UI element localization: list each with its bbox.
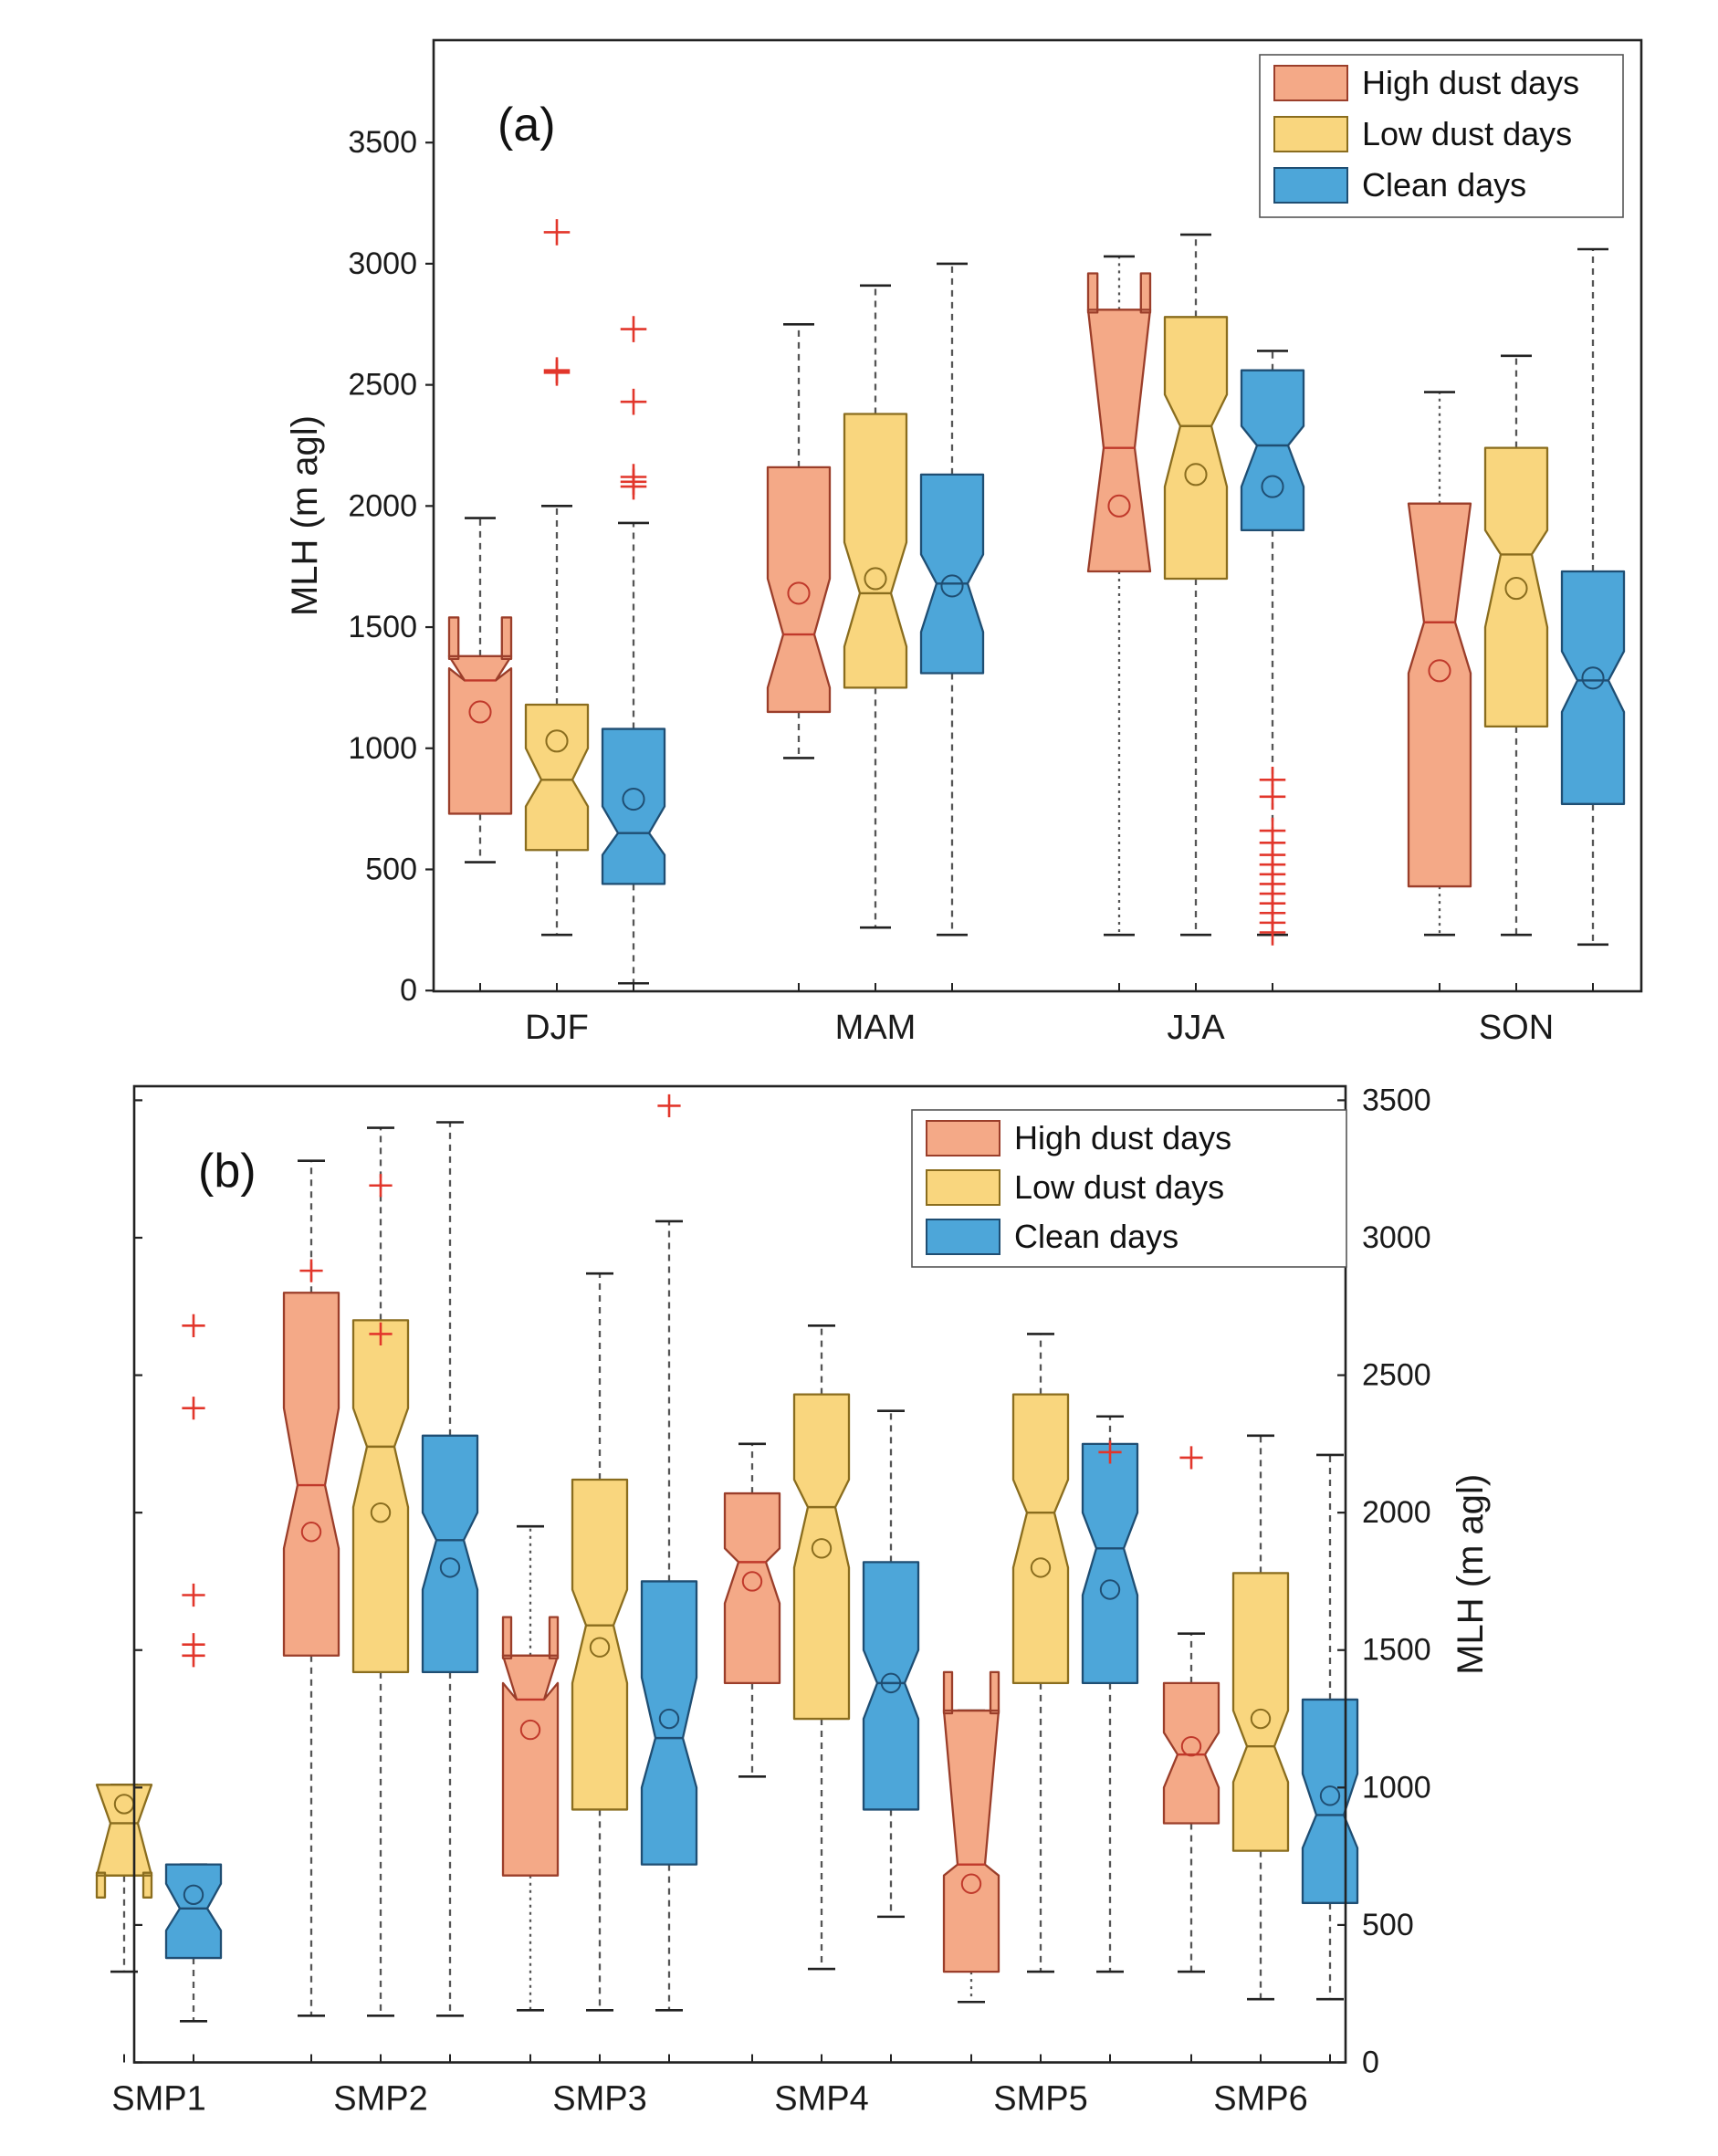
svg-text:SMP2: SMP2 — [333, 2080, 427, 2119]
svg-text:SMP5: SMP5 — [993, 2080, 1087, 2119]
svg-text:Low dust days: Low dust days — [1014, 1168, 1224, 1206]
svg-text:(b): (b) — [198, 1145, 257, 1198]
svg-text:3500: 3500 — [348, 125, 417, 160]
svg-text:(a): (a) — [498, 99, 556, 152]
svg-text:SON: SON — [1479, 1009, 1554, 1047]
svg-text:1000: 1000 — [1362, 1770, 1431, 1805]
svg-text:MLH (m agl): MLH (m agl) — [285, 415, 325, 616]
svg-text:SMP3: SMP3 — [552, 2080, 646, 2119]
svg-text:High dust days: High dust days — [1014, 1119, 1231, 1156]
svg-text:MLH (m agl): MLH (m agl) — [1451, 1474, 1491, 1675]
svg-text:500: 500 — [365, 852, 417, 886]
svg-text:2000: 2000 — [348, 488, 417, 523]
svg-text:SMP1: SMP1 — [111, 2080, 205, 2119]
svg-text:500: 500 — [1362, 1908, 1414, 1942]
svg-text:DJF: DJF — [525, 1009, 589, 1047]
svg-text:0: 0 — [400, 973, 417, 1008]
svg-text:2500: 2500 — [1362, 1358, 1431, 1393]
svg-text:Clean days: Clean days — [1014, 1218, 1179, 1255]
svg-text:1500: 1500 — [348, 610, 417, 644]
svg-text:SMP4: SMP4 — [774, 2080, 868, 2119]
svg-text:3000: 3000 — [348, 246, 417, 281]
svg-text:3000: 3000 — [1362, 1220, 1431, 1255]
svg-text:2000: 2000 — [1362, 1495, 1431, 1530]
svg-text:Low dust days: Low dust days — [1362, 115, 1572, 152]
svg-text:1500: 1500 — [1362, 1633, 1431, 1668]
svg-text:SMP6: SMP6 — [1213, 2080, 1307, 2119]
svg-text:High dust days: High dust days — [1362, 64, 1579, 101]
svg-text:MAM: MAM — [835, 1009, 917, 1047]
svg-text:JJA: JJA — [1167, 1009, 1225, 1047]
svg-text:1000: 1000 — [348, 731, 417, 766]
svg-text:3500: 3500 — [1362, 1083, 1431, 1117]
svg-text:0: 0 — [1362, 2046, 1379, 2080]
svg-text:Clean days: Clean days — [1362, 166, 1526, 204]
svg-text:2500: 2500 — [348, 368, 417, 403]
